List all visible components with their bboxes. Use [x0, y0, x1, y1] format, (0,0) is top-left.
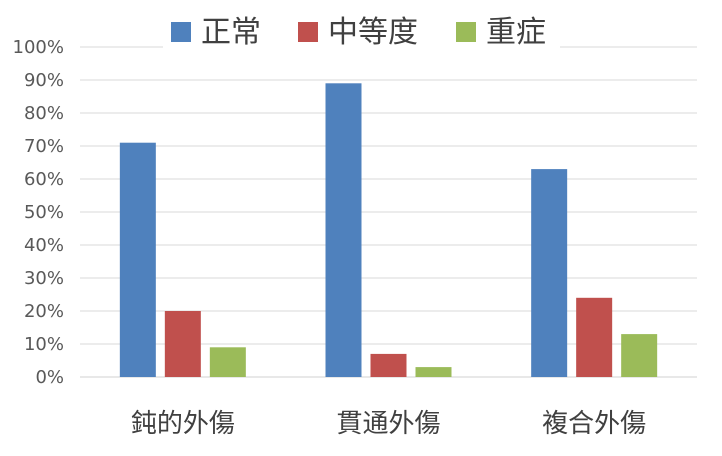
legend-swatch — [298, 22, 318, 42]
y-tick-label: 80% — [24, 103, 64, 124]
y-tick-label: 40% — [24, 235, 64, 256]
y-tick-label: 10% — [24, 334, 64, 355]
bar — [415, 367, 452, 377]
legend-label: 中等度 — [328, 15, 418, 50]
legend: 正常 中等度 重症 — [163, 12, 560, 50]
legend-swatch — [456, 22, 476, 42]
legend-swatch — [171, 22, 191, 42]
y-tick-label: 100% — [13, 37, 64, 58]
y-tick-label: 60% — [24, 169, 64, 190]
bar — [209, 347, 246, 377]
y-tick-label: 30% — [24, 268, 64, 289]
bars — [119, 83, 658, 378]
bar — [621, 334, 658, 377]
y-tick-label: 50% — [24, 202, 64, 223]
bar — [531, 169, 568, 377]
y-tick-label: 20% — [24, 301, 64, 322]
y-tick-label: 90% — [24, 70, 64, 91]
bar — [119, 142, 156, 377]
category-label: 複合外傷 — [542, 409, 646, 439]
category-label: 鈍的外傷 — [131, 409, 235, 439]
category-label: 貫通外傷 — [336, 409, 440, 439]
y-tick-label: 0% — [35, 367, 64, 388]
bar — [370, 353, 407, 377]
y-tick-label: 70% — [24, 136, 64, 157]
x-axis-category-labels: 鈍的外傷 貫通外傷 複合外傷 — [131, 409, 646, 439]
legend-label: 重症 — [486, 15, 546, 50]
legend-background — [163, 12, 560, 50]
bar — [164, 311, 201, 377]
y-axis-tick-labels: 0% 10% 20% 30% 40% 50% 60% 70% 80% 90% 100% — [13, 37, 64, 388]
legend-label: 正常 — [201, 15, 261, 50]
bar — [325, 83, 362, 378]
bar — [576, 297, 613, 377]
